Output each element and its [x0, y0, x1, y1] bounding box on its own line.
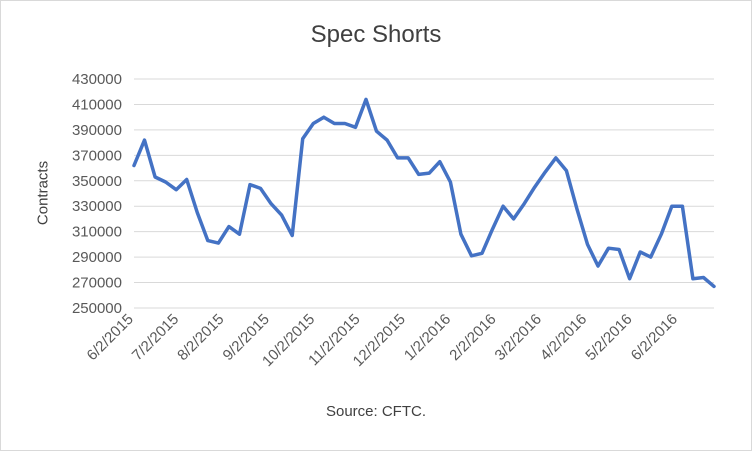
y-tick-label: 270000 [72, 275, 122, 292]
y-tick-label: 290000 [72, 249, 122, 266]
x-tick-label: 2/2/2016 [446, 311, 499, 364]
source-note: Source: CFTC. [325, 403, 427, 420]
x-tick-label: 6/2/2016 [628, 311, 681, 364]
x-tick-label: 7/2/2015 [129, 311, 182, 364]
x-tick-label: 3/2/2016 [492, 311, 545, 364]
y-tick-label: 390000 [72, 122, 122, 139]
y-tick-label: 410000 [72, 96, 122, 113]
y-tick-label: 430000 [72, 71, 122, 88]
x-tick-label: 8/2/2015 [174, 311, 227, 364]
y-tick-label: 310000 [72, 224, 122, 241]
y-tick-label: 370000 [72, 147, 122, 164]
x-tick-label: 5/2/2016 [582, 311, 635, 364]
x-tick-label: 6/2/2015 [84, 311, 137, 364]
x-tick-label: 1/2/2016 [401, 311, 454, 364]
y-tick-label: 350000 [72, 173, 122, 190]
series-line [132, 97, 716, 289]
chart-title: Spec Shorts [310, 21, 442, 48]
x-tick-label: 4/2/2016 [537, 311, 590, 364]
y-tick-label: 250000 [72, 300, 122, 317]
y-tick-label: 330000 [72, 198, 122, 215]
